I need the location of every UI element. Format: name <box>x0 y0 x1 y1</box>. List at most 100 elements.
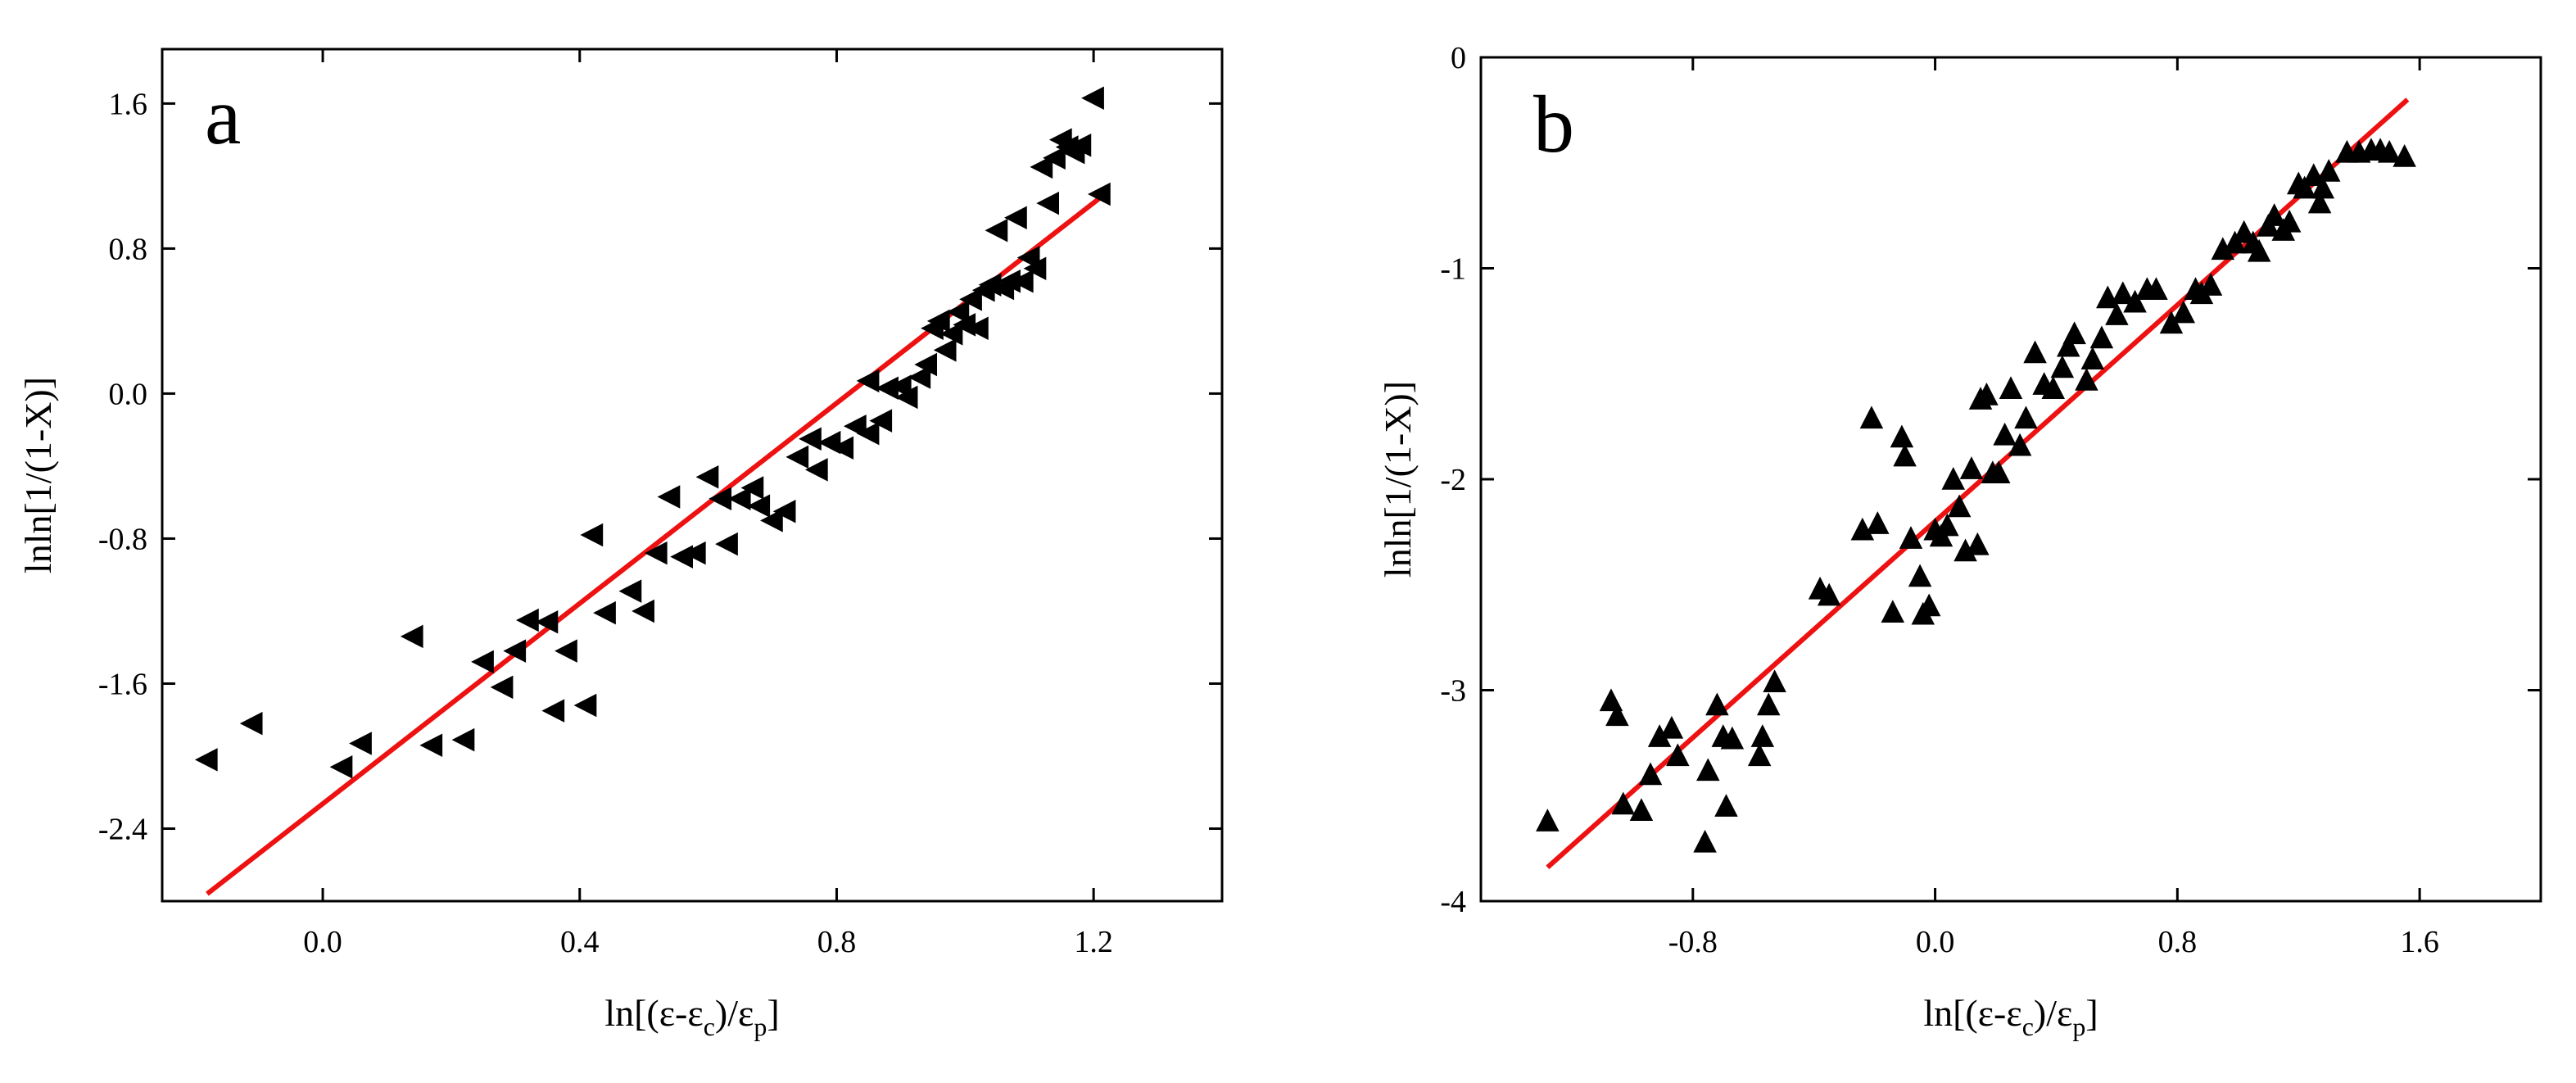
data-point <box>2159 310 2184 334</box>
data-point <box>978 273 1002 297</box>
data-point <box>1068 134 1092 157</box>
data-point <box>856 369 880 393</box>
data-point <box>856 421 880 446</box>
data-point <box>1917 593 1941 617</box>
y-axis-label: lnln[1/(1-X)] <box>1377 381 1419 578</box>
x-axis-label-part: ln[(ε-ε <box>604 992 703 1034</box>
data-point <box>400 624 423 649</box>
data-point <box>1893 443 1917 467</box>
data-point <box>998 269 1021 293</box>
data-point <box>785 445 809 469</box>
x-axis-label-part: )/ε <box>2034 992 2072 1034</box>
x-tick-label: 0.4 <box>560 925 600 959</box>
data-point <box>2247 238 2271 262</box>
data-point <box>1763 669 1786 692</box>
data-point <box>2277 209 2302 233</box>
data-point <box>939 322 963 346</box>
data-point <box>2062 321 2086 345</box>
data-point <box>1611 791 1636 815</box>
data-point <box>2316 159 2341 182</box>
data-point <box>709 487 732 511</box>
data-point <box>1935 513 1959 537</box>
data-point <box>1908 564 1932 587</box>
data-point <box>2023 340 2047 364</box>
data-point <box>985 219 1008 242</box>
data-point <box>1959 456 1984 479</box>
data-point <box>2307 190 2332 214</box>
data-point <box>2075 367 2098 391</box>
data-point <box>1993 422 2017 446</box>
data-point <box>2111 281 2135 305</box>
panel-label: b <box>1533 79 1574 170</box>
data-point <box>926 309 950 333</box>
y-tick-label: 0.0 <box>109 377 148 411</box>
data-point <box>2008 433 2032 456</box>
data-point <box>419 733 443 757</box>
data-point <box>740 476 764 500</box>
data-point <box>555 639 577 663</box>
x-tick-label: -0.8 <box>1668 925 1718 959</box>
y-tick-label: -0.8 <box>98 522 147 556</box>
data-point <box>965 316 989 341</box>
data-point <box>239 711 263 736</box>
x-tick-label: 0.8 <box>817 925 857 959</box>
x-axis-label-part: )/ε <box>715 992 754 1034</box>
panel-label: a <box>205 70 241 161</box>
data-point <box>2144 277 2168 300</box>
data-point <box>349 732 372 755</box>
data-point <box>1043 146 1066 170</box>
x-tick-label: 0.0 <box>1916 925 1955 959</box>
data-point <box>1881 600 1905 623</box>
data-point <box>1986 460 2011 484</box>
data-point <box>946 300 970 324</box>
y-tick-label: 1.6 <box>109 87 148 121</box>
data-point <box>914 352 937 377</box>
panel-b-chart: -0.8 0.0 0.8 1.6 -4 -3 -2 -1 0 b lnln[1/(1-X)] ln[(… <box>1377 41 2542 1041</box>
data-point <box>618 579 642 603</box>
data-point <box>1899 526 1923 549</box>
data-point <box>1010 269 1034 293</box>
y-tick-label: -2 <box>1440 463 1466 497</box>
data-point <box>1696 758 1720 782</box>
x-tick-label: 0.0 <box>303 925 342 959</box>
data-point <box>490 675 514 700</box>
data-point <box>194 748 218 772</box>
data-point <box>2056 333 2080 357</box>
data-point <box>1859 406 1884 429</box>
data-point <box>1756 692 1781 716</box>
data-point <box>580 523 604 547</box>
data-point <box>2014 406 2038 429</box>
data-point <box>535 609 559 634</box>
y-axis-label: lnln[1/(1-X)] <box>17 377 59 573</box>
x-axis-label-subscript: p <box>754 1012 767 1041</box>
x-axis-label-subscript: c <box>2022 1012 2034 1041</box>
data-point <box>804 458 828 482</box>
data-point <box>760 509 783 532</box>
data-point <box>573 693 597 718</box>
plot-frame <box>1479 56 2542 903</box>
data-point <box>1999 376 2023 400</box>
data-point <box>1850 517 1875 541</box>
data-point <box>1536 809 1560 832</box>
data-point <box>1975 383 1999 406</box>
data-point <box>953 313 976 337</box>
data-point <box>869 409 893 433</box>
data-point <box>451 727 475 752</box>
data-point <box>1030 155 1053 179</box>
data-point <box>2123 289 2147 313</box>
data-point <box>876 376 899 401</box>
data-point <box>1659 715 1684 739</box>
data-point <box>695 464 719 489</box>
data-point <box>1629 798 1654 822</box>
y-tick-label: -3 <box>1440 674 1466 709</box>
x-axis-label-subscript: p <box>2072 1012 2085 1041</box>
y-tick-label: -1 <box>1440 252 1466 287</box>
data-point <box>1947 494 1972 518</box>
x-axis-label: ln[(ε-εc)/εp] <box>1923 992 2098 1041</box>
data-point <box>2171 300 2195 324</box>
data-point <box>1036 191 1060 215</box>
data-point <box>894 385 918 410</box>
data-point <box>1890 424 1914 448</box>
x-tick-label: 1.6 <box>2400 925 2439 959</box>
data-point <box>2377 139 2402 163</box>
